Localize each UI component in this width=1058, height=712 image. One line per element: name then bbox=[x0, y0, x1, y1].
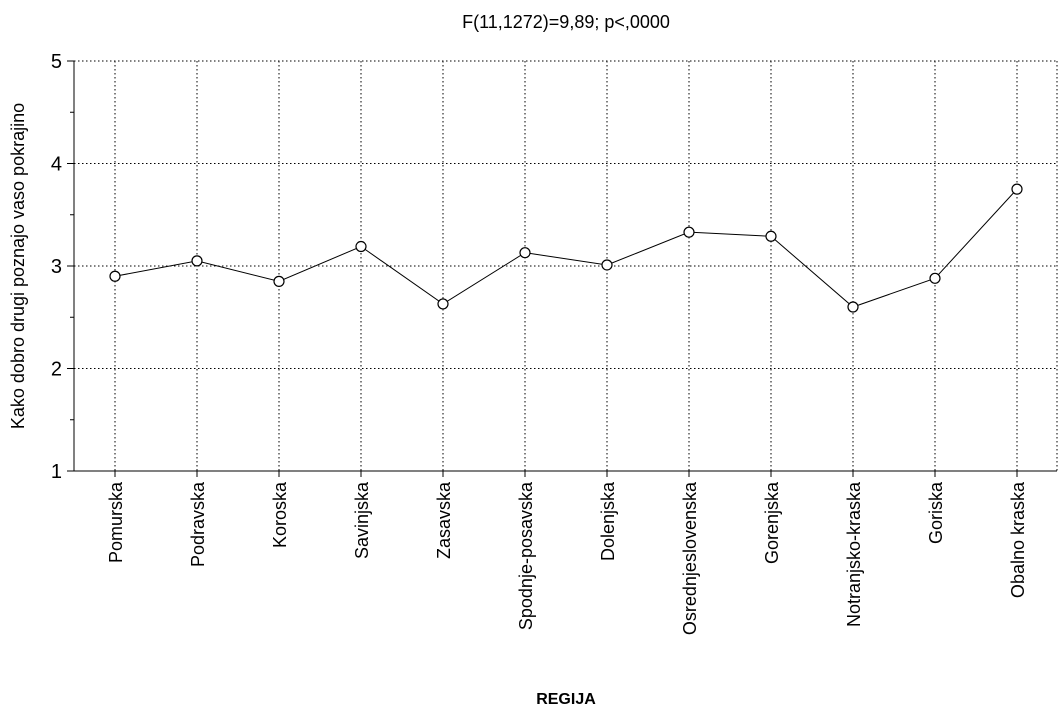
x-tick-label: Obalno kraska bbox=[1008, 481, 1028, 598]
y-tick-label: 3 bbox=[51, 256, 62, 278]
x-tick-label: Spodnje-posavska bbox=[516, 481, 536, 630]
x-tick-label: Podravska bbox=[188, 481, 208, 567]
data-point bbox=[191, 255, 203, 267]
x-ticks: Pomurska Podravska Koroska Savinjska Zasavsk… bbox=[106, 471, 1028, 635]
x-axis-label: REGIJA bbox=[536, 691, 596, 708]
gridlines bbox=[74, 60, 1058, 471]
x-tick-label: Koroska bbox=[270, 481, 290, 548]
series-polyline bbox=[114, 188, 1018, 308]
x-tick-label: Goriska bbox=[926, 481, 946, 544]
axes bbox=[73, 61, 1057, 472]
y-ticks: 1 2 3 4 5 bbox=[51, 51, 74, 483]
x-tick-label: Savinjska bbox=[352, 481, 372, 559]
data-point bbox=[437, 298, 449, 310]
x-tick-label: Dolenjska bbox=[598, 481, 618, 561]
data-point bbox=[683, 226, 695, 238]
data-point bbox=[109, 270, 121, 282]
y-tick-label: 1 bbox=[51, 461, 62, 483]
y-tick-label: 4 bbox=[51, 154, 62, 176]
x-tick-label: Notranjsko-kraska bbox=[844, 481, 864, 627]
x-tick-label: Pomurska bbox=[106, 481, 126, 563]
data-point bbox=[273, 275, 285, 287]
x-tick-label: Gorenjska bbox=[762, 481, 782, 564]
data-point bbox=[847, 301, 859, 313]
data-point bbox=[1011, 183, 1023, 195]
y-axis-label: Kako dobro drugi poznajo vaso pokrajino bbox=[8, 103, 28, 429]
x-tick-label: Zasavska bbox=[434, 481, 454, 559]
data-point bbox=[601, 259, 613, 271]
data-point bbox=[765, 230, 777, 242]
x-tick-label: Osrednjeslovenska bbox=[680, 481, 700, 635]
chart-title: F(11,1272)=9,89; p<,0000 bbox=[462, 12, 670, 32]
data-points bbox=[109, 183, 1023, 313]
y-tick-label: 2 bbox=[51, 359, 62, 381]
data-point bbox=[929, 272, 941, 284]
series-line bbox=[114, 188, 1018, 308]
y-tick-label: 5 bbox=[51, 51, 62, 73]
data-point bbox=[519, 247, 531, 259]
data-point bbox=[355, 240, 367, 253]
